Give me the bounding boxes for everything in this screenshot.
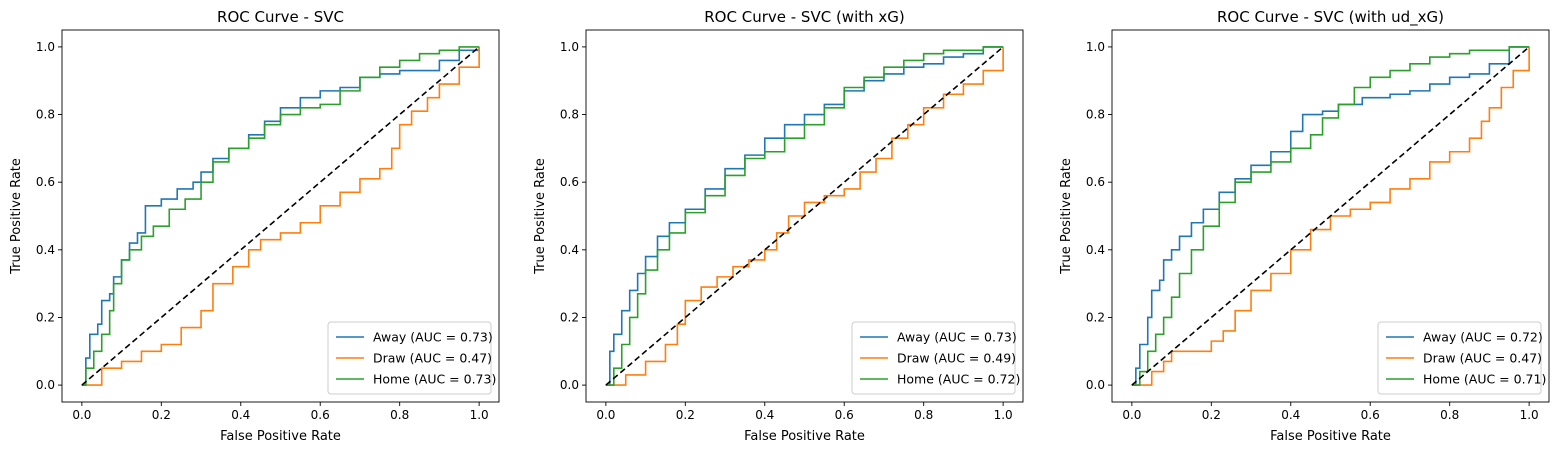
y-tick-label: 0.0 [560, 378, 579, 392]
x-tick-label: 0.2 [152, 408, 171, 422]
x-tick-label: 1.0 [994, 408, 1013, 422]
chart-panel-1: ROC Curve - SVC 0.0 0.2 0.4 0.6 0.8 1.0 0.0 0.2 0… [9, 8, 500, 444]
roc-curve-away [605, 46, 1004, 386]
x-tick-label: 1.0 [470, 408, 489, 422]
x-tick-label: 0.6 [835, 408, 854, 422]
chart-panel-3: ROC Curve - SVC (with ud_xG) 0.0 0.2 0.4 0.6… [1059, 8, 1550, 444]
y-tick-label: 0.0 [1086, 378, 1105, 392]
y-tick-label: 1.0 [36, 40, 55, 54]
legend: Away (AUC = 0.73) Draw (AUC = 0.49) Home (… [851, 321, 1020, 395]
y-tick-label: 1.0 [560, 40, 579, 54]
y-tick-label: 0.6 [1086, 175, 1105, 189]
x-tick-label: 0.4 [755, 408, 774, 422]
chart-title: ROC Curve - SVC (with ud_xG) [1217, 8, 1444, 27]
x-tick-label: 0.0 [1122, 408, 1141, 422]
x-tick-label: 0.2 [1202, 408, 1221, 422]
x-tick-label: 0.0 [596, 408, 615, 422]
y-tick-label: 0.8 [560, 108, 579, 122]
legend-box [851, 321, 1016, 395]
legend-entry-label: Away (AUC = 0.72) [1423, 330, 1543, 345]
x-tick-label: 0.4 [231, 408, 250, 422]
y-tick-label: 0.2 [1086, 310, 1105, 324]
legend-entry-label: Home (AUC = 0.71) [1423, 372, 1546, 387]
chart-title: ROC Curve - SVC [217, 8, 344, 26]
x-axis-label: False Positive Rate [1270, 429, 1391, 444]
legend-entry-label: Home (AUC = 0.73) [373, 372, 496, 387]
y-tick-label: 0.4 [560, 243, 579, 257]
plot-frame [1111, 29, 1550, 403]
roc-curve-away [1131, 46, 1530, 386]
roc-curve-draw [605, 46, 1004, 386]
legend: Away (AUC = 0.73) Draw (AUC = 0.47) Home (… [327, 321, 496, 395]
y-tick-label: 1.0 [1086, 40, 1105, 54]
x-axis-label: False Positive Rate [744, 429, 865, 444]
legend-entry-label: Home (AUC = 0.72) [897, 372, 1020, 387]
x-tick-label: 0.2 [676, 408, 695, 422]
x-axis-label: False Positive Rate [220, 429, 341, 444]
y-axis-label: True Positive Rate [1059, 158, 1074, 275]
x-tick-label: 0.8 [1440, 408, 1459, 422]
roc-curve-home [605, 46, 1004, 386]
roc-curve-home [81, 46, 480, 386]
legend: Away (AUC = 0.72) Draw (AUC = 0.47) Home (… [1377, 321, 1546, 395]
chance-diagonal-line [1131, 46, 1530, 386]
legend-entry-label: Away (AUC = 0.73) [373, 330, 493, 345]
roc-curve-draw [1131, 46, 1530, 386]
plot-frame [585, 29, 1024, 403]
x-tick-label: 0.8 [914, 408, 933, 422]
legend-entry-label: Draw (AUC = 0.47) [1423, 351, 1542, 366]
x-tick-label: 0.8 [390, 408, 409, 422]
legend-entry-label: Draw (AUC = 0.47) [373, 351, 492, 366]
x-tick-label: 0.4 [1281, 408, 1300, 422]
y-axis-label: True Positive Rate [533, 158, 548, 275]
roc-curve-home [1131, 46, 1530, 386]
y-tick-label: 0.0 [36, 378, 55, 392]
y-tick-label: 0.8 [36, 108, 55, 122]
y-tick-label: 0.2 [560, 310, 579, 324]
y-tick-label: 0.4 [1086, 243, 1105, 257]
y-tick-label: 0.4 [36, 243, 55, 257]
legend-entry-label: Away (AUC = 0.73) [897, 330, 1017, 345]
y-tick-label: 0.8 [1086, 108, 1105, 122]
y-axis-label: True Positive Rate [9, 158, 24, 275]
chart-panel-2: ROC Curve - SVC (with xG) 0.0 0.2 0.4 0.6 0.8… [533, 8, 1024, 444]
plot-frame [61, 29, 500, 403]
chart-title: ROC Curve - SVC (with xG) [704, 8, 905, 26]
chance-diagonal-line [605, 46, 1004, 386]
chance-diagonal-line [81, 46, 480, 386]
roc-curve-draw [81, 46, 480, 386]
x-tick-label: 1.0 [1520, 408, 1539, 422]
legend-entry-label: Draw (AUC = 0.49) [897, 351, 1016, 366]
y-tick-label: 0.2 [36, 310, 55, 324]
legend-box [1377, 321, 1542, 395]
legend-box [327, 321, 492, 395]
x-tick-label: 0.6 [311, 408, 330, 422]
x-tick-label: 0.0 [72, 408, 91, 422]
y-tick-label: 0.6 [560, 175, 579, 189]
y-tick-label: 0.6 [36, 175, 55, 189]
x-tick-label: 0.6 [1361, 408, 1380, 422]
